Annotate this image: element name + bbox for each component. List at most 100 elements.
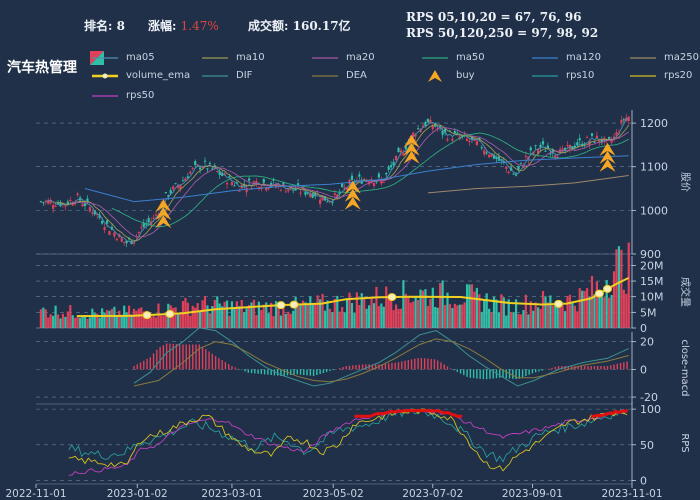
candle-body [216, 171, 219, 173]
volume-bar [142, 311, 145, 328]
candle-body [118, 234, 121, 238]
volume-bar [289, 313, 292, 328]
volume-bar [461, 304, 464, 328]
ma50-line [111, 132, 629, 227]
macd-tick-label: 0 [640, 363, 647, 376]
candle-body [358, 174, 361, 177]
candle-body [123, 241, 126, 243]
volume-bar [93, 313, 96, 328]
volume-bar [620, 249, 623, 328]
candle-body [235, 182, 238, 184]
volume-bar [495, 299, 498, 328]
candle-body [181, 180, 185, 182]
candle-body [299, 192, 302, 194]
candle-body [91, 212, 94, 214]
legend-swatch-DEA [312, 75, 338, 77]
volume-bar [240, 299, 243, 328]
candle-body [154, 214, 158, 216]
candle-body [86, 198, 89, 202]
candle-body [431, 125, 434, 130]
legend-swatch-DIF [202, 75, 228, 77]
candle-body [184, 178, 187, 181]
volume-bar [176, 314, 180, 328]
volume-ylabel: 成交量 [679, 277, 692, 307]
volume-bar [319, 299, 322, 328]
volume-bar [282, 303, 285, 328]
volume-bar [333, 298, 336, 328]
volume-bar [336, 295, 339, 328]
candle-body [71, 203, 74, 206]
candle-body [203, 160, 207, 162]
rps-tick-label: 100 [640, 403, 661, 416]
candle-body [292, 189, 295, 191]
candle-body [512, 173, 515, 175]
volume-bar [583, 290, 586, 328]
buy-marker-icon [599, 150, 616, 164]
legend-label-volume_ema: volume_ema [126, 70, 191, 81]
candle-body [620, 120, 623, 123]
volume-bar [304, 302, 307, 328]
candle-body [49, 199, 52, 203]
candle-body [566, 145, 569, 147]
volume-tick-label: 10M [640, 291, 664, 304]
volume-bar [556, 305, 559, 328]
volume-bar [223, 301, 226, 328]
candle-body [76, 193, 79, 196]
x-tick-label: 2023-03-01 [201, 488, 262, 500]
volume-bar [541, 290, 545, 328]
volume-bar [338, 311, 341, 328]
candle-body [492, 154, 496, 159]
volume-bar [416, 300, 420, 328]
candle-body [490, 153, 493, 157]
volume-bar [61, 313, 65, 328]
legend-label-ma120: ma120 [566, 52, 601, 63]
candle-body [228, 176, 231, 178]
volume-bar [279, 315, 283, 328]
volume-bar [39, 309, 42, 328]
volume-bar [49, 314, 52, 328]
candle-body [412, 132, 415, 138]
volume-bar [186, 302, 189, 328]
candle-body [554, 155, 557, 158]
candle-body [56, 202, 60, 204]
volume-bar [145, 310, 148, 328]
volume-bar [463, 302, 466, 328]
candle-body [426, 119, 429, 123]
candle-body [345, 187, 349, 190]
volume-bar [571, 301, 574, 328]
volume-bar [296, 303, 300, 328]
volume-bar [514, 299, 518, 328]
candle-body [485, 152, 488, 154]
volume-bar [243, 312, 246, 328]
candle-body [341, 183, 344, 188]
volume-bar [230, 301, 234, 328]
candle-body [583, 144, 586, 146]
candle-body [262, 178, 265, 183]
volume-bar [132, 308, 136, 328]
volume-bar [363, 297, 366, 328]
volume-bar [157, 303, 160, 328]
candle-body [414, 134, 417, 137]
buy-marker-icon [155, 207, 172, 221]
volume-tick-label: 15M [640, 275, 664, 288]
volume-bar [402, 280, 405, 328]
candle-body [517, 165, 520, 170]
volume-bar [255, 315, 258, 328]
candle-body [576, 142, 579, 146]
volume-bar [448, 304, 452, 328]
volume-bar [590, 275, 594, 328]
volume-bar [394, 304, 398, 328]
volume-bar [539, 309, 542, 328]
volume-bar [154, 317, 158, 328]
volume-bar [470, 284, 474, 328]
volume-bar [434, 306, 437, 328]
volume-bar [407, 298, 410, 328]
volume-bar [127, 305, 131, 328]
candle-body [497, 156, 501, 161]
legend-swatch-ma20 [312, 57, 338, 59]
candle-body [120, 238, 123, 242]
dif-line [133, 327, 629, 387]
candle-body [223, 173, 226, 175]
macd-panel [133, 327, 629, 387]
